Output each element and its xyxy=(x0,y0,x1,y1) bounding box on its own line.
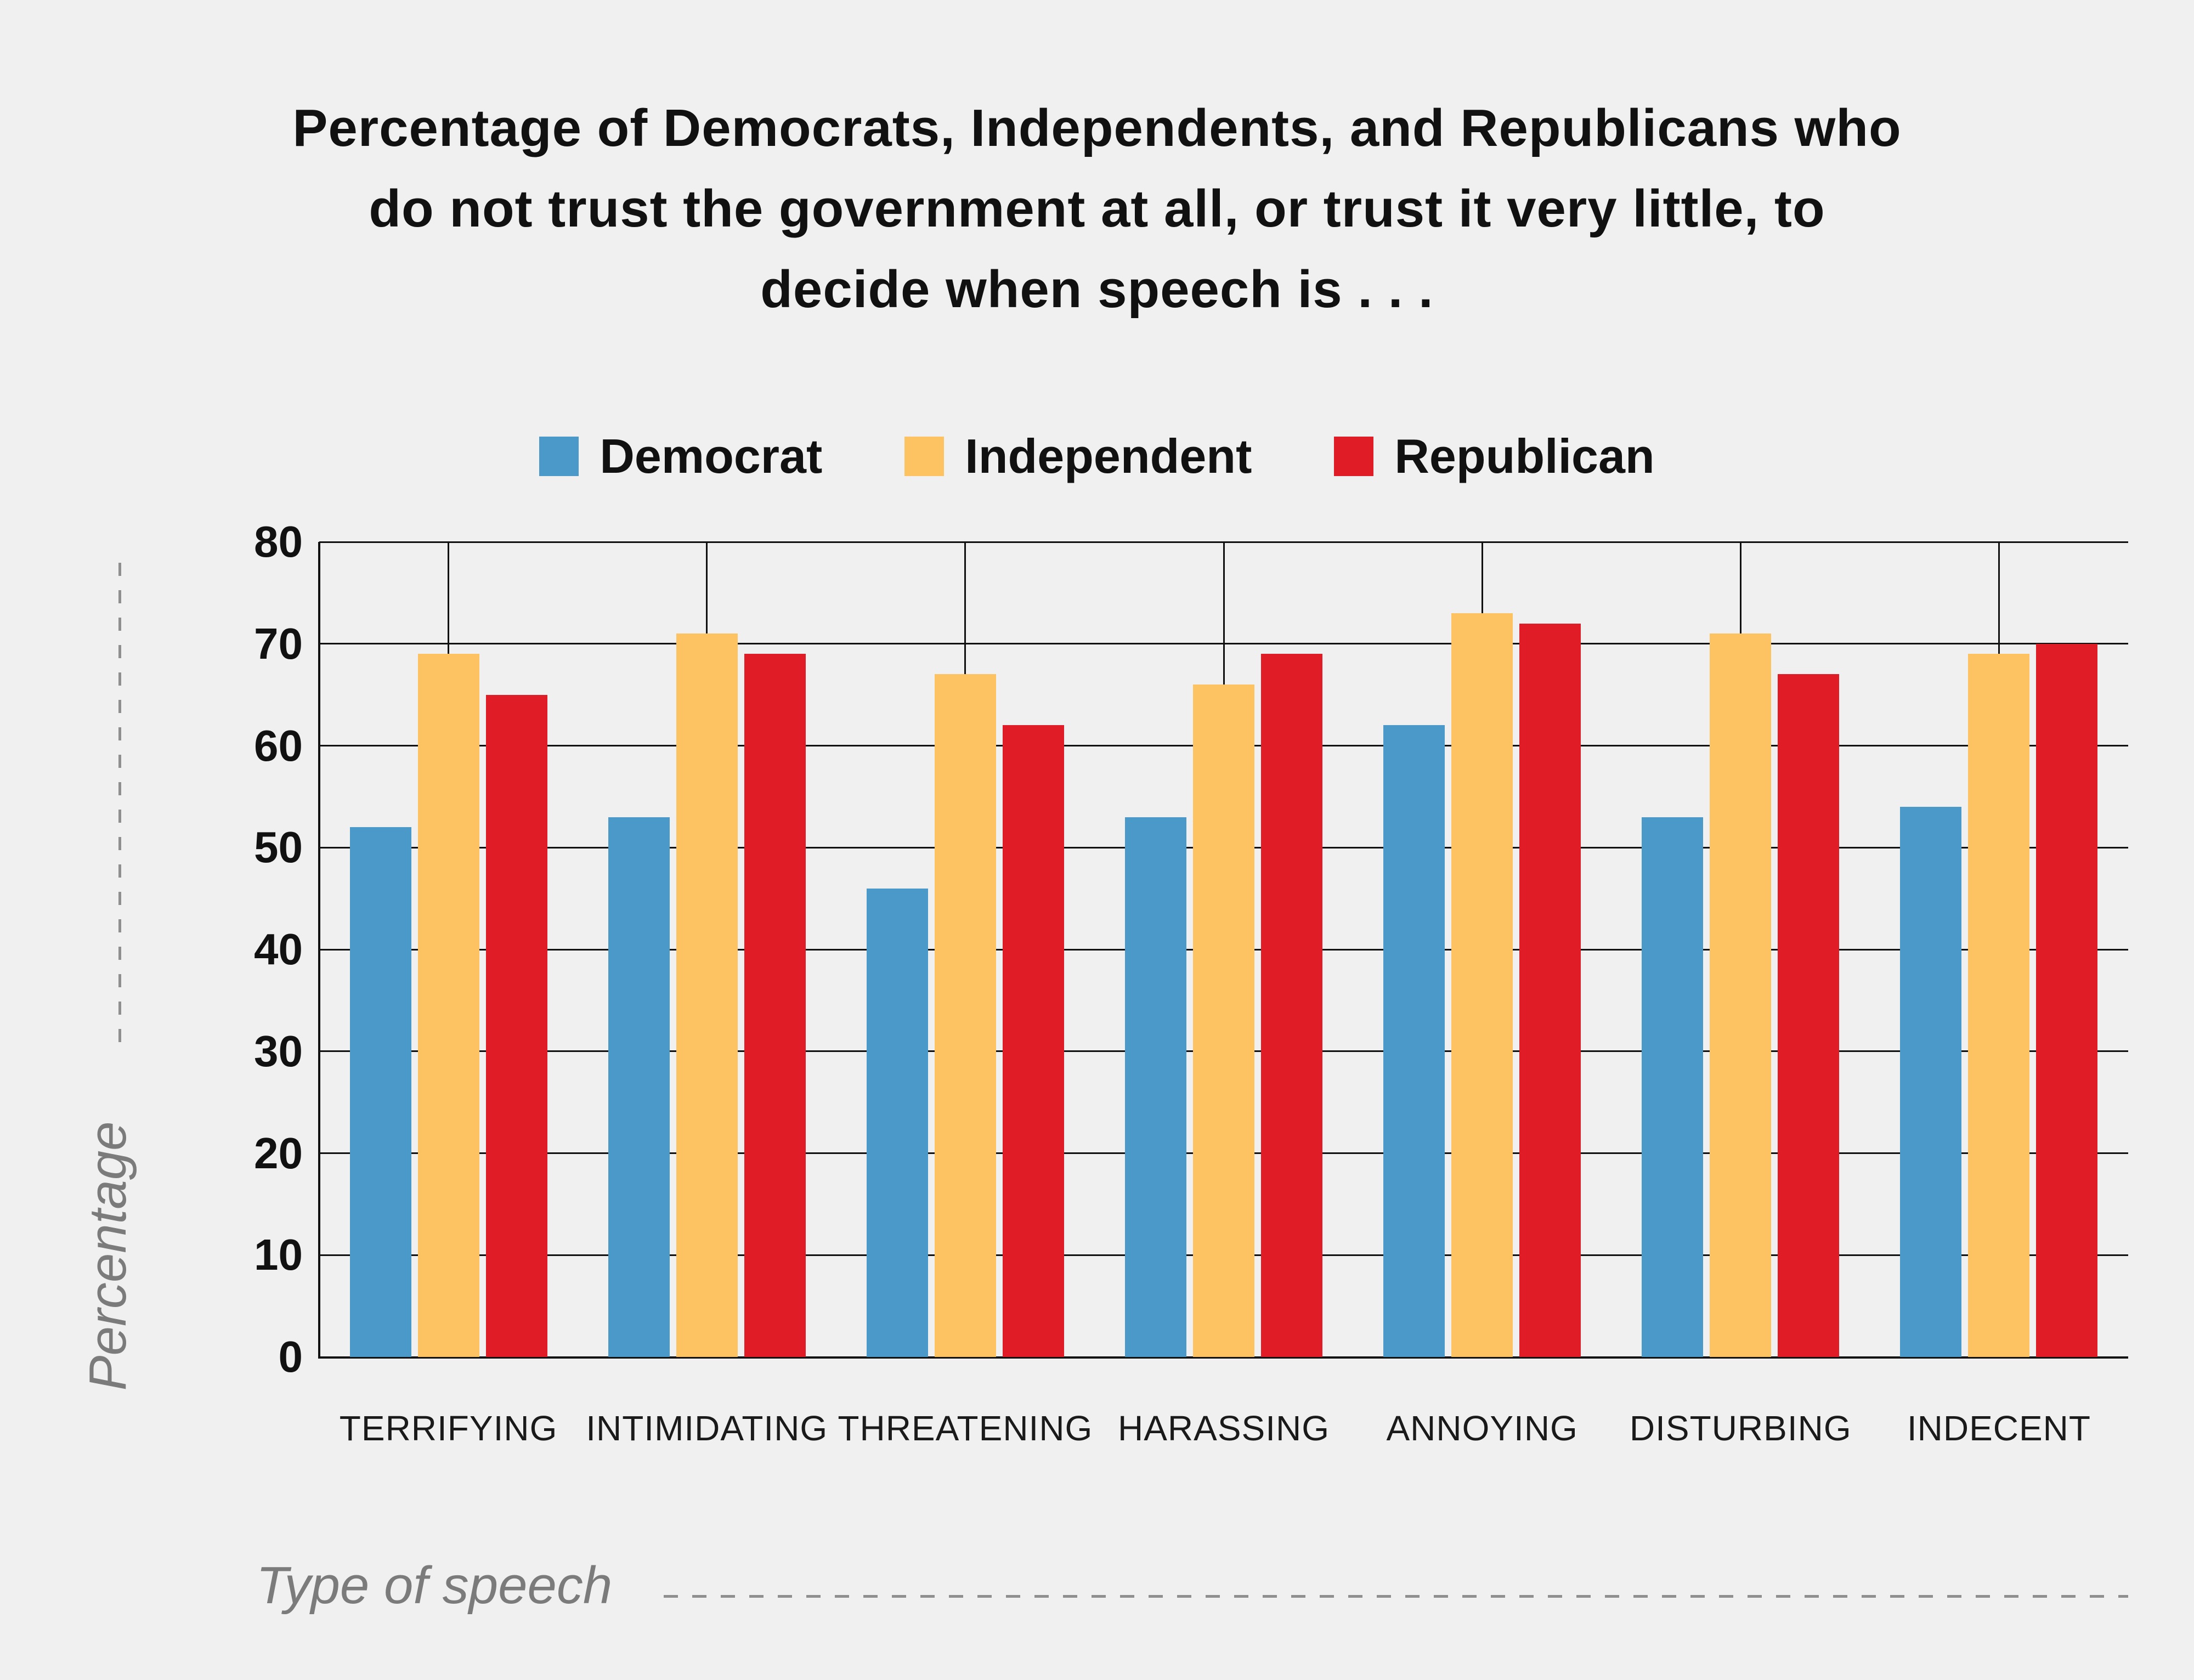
bar-independent-intimidating xyxy=(676,633,738,1357)
bar-democrat-terrifying xyxy=(349,827,411,1357)
legend-swatch-icon xyxy=(539,437,579,476)
bar-republican-harassing xyxy=(1261,654,1322,1357)
bar-republican-indecent xyxy=(2036,643,2098,1357)
x-axis-dashed-guide xyxy=(664,1595,2128,1598)
legend-item-republican: Republican xyxy=(1334,429,1655,483)
y-axis-title: Percentage xyxy=(78,1121,137,1391)
chart-title-line-1: Percentage of Democrats, Independents, a… xyxy=(292,99,1902,157)
legend-item-independent: Independent xyxy=(904,432,1252,480)
chart-title-line-2: do not trust the government at all, or t… xyxy=(369,179,1825,238)
bar-democrat-threatening xyxy=(866,888,928,1357)
y-tick-label-20: 20 xyxy=(254,1128,303,1178)
y-tick-label-60: 60 xyxy=(254,721,303,770)
bar-democrat-disturbing xyxy=(1642,817,1704,1357)
x-category-label-terrifying: TERRIFYING xyxy=(339,1409,558,1448)
bar-republican-terrifying xyxy=(485,694,547,1357)
legend-label: Republican xyxy=(1394,429,1655,483)
bar-republican-threatening xyxy=(1002,725,1064,1357)
y-tick-label-0: 0 xyxy=(278,1332,303,1381)
bar-republican-intimidating xyxy=(744,654,806,1357)
y-tick-label-80: 80 xyxy=(254,517,303,566)
bar-republican-annoying xyxy=(1519,623,1581,1357)
y-tick-label-10: 10 xyxy=(254,1230,303,1280)
bar-republican-disturbing xyxy=(1778,674,1840,1357)
bar-democrat-intimidating xyxy=(608,817,670,1357)
y-axis-line xyxy=(318,542,320,1359)
bar-independent-indecent xyxy=(1968,654,2030,1357)
x-category-label-disturbing: DISTURBING xyxy=(1629,1409,1852,1448)
bar-independent-disturbing xyxy=(1710,633,1772,1357)
bar-independent-threatening xyxy=(934,674,996,1357)
bar-independent-terrifying xyxy=(417,654,479,1357)
bar-independent-harassing xyxy=(1193,685,1254,1357)
legend: Democrat Independent Republican xyxy=(0,432,2194,480)
x-axis-title: Type of speech xyxy=(256,1556,613,1615)
y-axis-dashed-guide xyxy=(118,563,121,1056)
bar-democrat-indecent xyxy=(1900,806,1962,1357)
y-tick-label-70: 70 xyxy=(254,619,303,668)
bar-democrat-harassing xyxy=(1125,817,1186,1357)
legend-label: Democrat xyxy=(600,429,823,483)
bar-independent-annoying xyxy=(1451,613,1513,1357)
chart-title: Percentage of Democrats, Independents, a… xyxy=(0,88,2194,330)
x-category-label-indecent: INDECENT xyxy=(1907,1409,2091,1448)
x-category-label-threatening: THREATENING xyxy=(838,1409,1093,1448)
x-category-label-harassing: HARASSING xyxy=(1118,1409,1330,1448)
y-tick-label-40: 40 xyxy=(254,925,303,974)
x-category-label-intimidating: INTIMIDATING xyxy=(586,1409,828,1448)
chart-title-line-3: decide when speech is . . . xyxy=(760,260,1434,319)
legend-swatch-icon xyxy=(1334,437,1374,476)
legend-swatch-icon xyxy=(904,437,945,476)
legend-item-democrat: Democrat xyxy=(539,432,822,480)
y-tick-label-50: 50 xyxy=(254,823,303,872)
x-axis-line xyxy=(319,1356,2128,1359)
y-tick-label-30: 30 xyxy=(254,1026,303,1076)
legend-label: Independent xyxy=(965,429,1252,483)
bar-democrat-annoying xyxy=(1383,725,1445,1357)
x-category-label-annoying: ANNOYING xyxy=(1386,1409,1578,1448)
